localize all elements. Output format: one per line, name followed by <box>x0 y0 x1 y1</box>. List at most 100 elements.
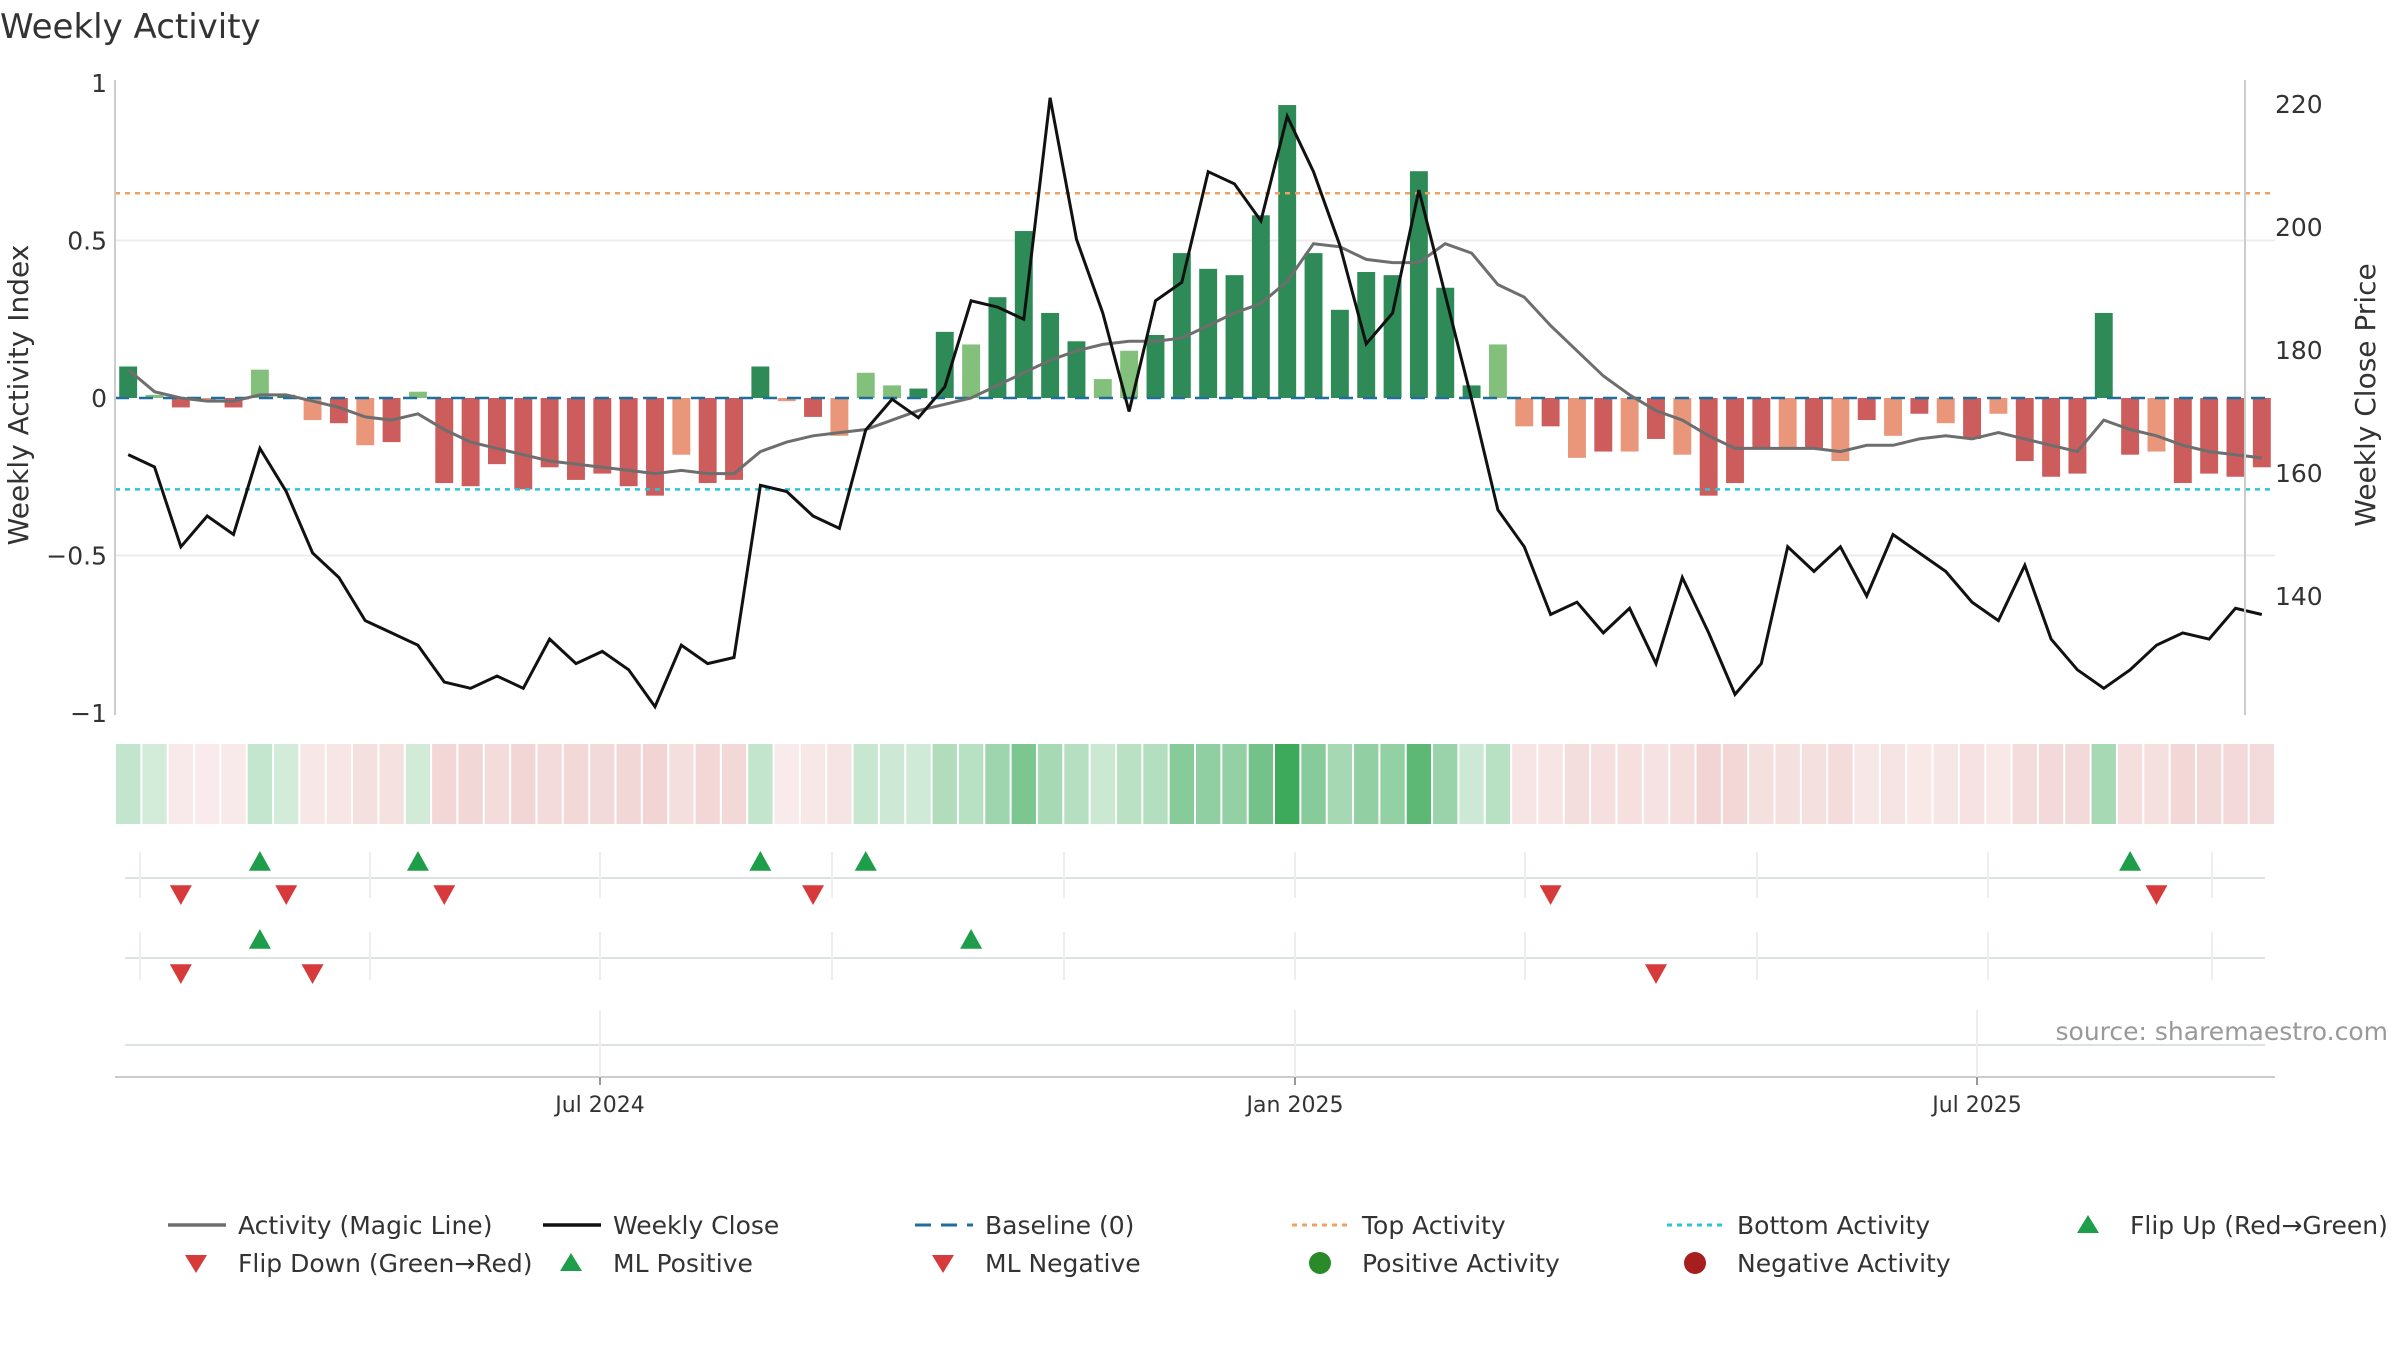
heat-cell <box>1275 744 1300 824</box>
y-tick-label-left: −1 <box>70 699 107 728</box>
activity-bar <box>751 366 770 398</box>
heat-cell <box>1907 744 1932 824</box>
heat-cell <box>1143 744 1168 824</box>
heat-cell <box>353 744 378 824</box>
activity-bar <box>1278 105 1297 399</box>
heat-cell <box>2144 744 2169 824</box>
activity-bar <box>962 344 981 398</box>
activity-bar <box>1488 344 1507 398</box>
activity-bar <box>1567 398 1586 458</box>
heat-strip <box>116 744 2274 824</box>
activity-bar <box>988 297 1007 398</box>
activity-bar <box>1541 398 1560 427</box>
ml-negative-marker <box>169 964 192 984</box>
activity-bar <box>408 391 427 398</box>
activity-bar <box>1963 398 1982 439</box>
heat-cell <box>142 744 167 824</box>
activity-bar <box>1857 398 1876 421</box>
activity-bar <box>935 331 954 398</box>
heat-cell <box>800 744 826 824</box>
lines-layer <box>115 97 2275 710</box>
legend-swatch <box>932 1255 954 1273</box>
activity-bar <box>2121 398 2140 455</box>
legend-swatch <box>1684 1252 1706 1274</box>
activity-bar <box>329 398 348 424</box>
legend-swatch <box>2077 1215 2099 1233</box>
legend-label: Activity (Magic Line) <box>238 1211 492 1240</box>
heat-cell <box>1064 744 1089 824</box>
heat-cell <box>1011 744 1036 824</box>
heat-cell <box>1406 744 1432 824</box>
heat-cell <box>484 744 510 824</box>
activity-bar <box>1146 335 1165 398</box>
heat-cell <box>379 744 404 824</box>
activity-bar <box>1462 385 1481 398</box>
heat-cell <box>748 744 773 824</box>
y-tick-label-right: 220 <box>2275 90 2323 119</box>
activity-bar <box>514 398 533 490</box>
activity-bar <box>2226 398 2245 477</box>
legend-label: Flip Down (Green→Red) <box>238 1249 533 1278</box>
heat-cell <box>511 744 536 824</box>
flip-down-marker <box>169 885 192 905</box>
activity-bar <box>2015 398 2034 461</box>
ml-positive-marker <box>960 929 983 949</box>
grid-layer <box>115 239 2275 557</box>
activity-bar <box>435 398 454 484</box>
activity-bar <box>1093 379 1112 398</box>
chart-title: Weekly Activity <box>0 7 261 47</box>
activity-bar <box>1225 275 1244 398</box>
activity-bar <box>567 398 585 480</box>
activity-bar <box>883 385 902 398</box>
y-tick-label-left: 0 <box>91 384 107 413</box>
activity-bar <box>1805 398 1823 449</box>
heat-cell <box>563 744 589 824</box>
activity-bar <box>2200 398 2219 474</box>
heat-cell <box>2012 744 2037 824</box>
y-axis-label-right: Weekly Close Price <box>2349 263 2382 526</box>
heat-cell <box>2196 744 2222 824</box>
markers-layer <box>125 851 2265 1046</box>
heat-cell <box>2117 744 2143 824</box>
y-tick-label-right: 200 <box>2275 213 2323 242</box>
heat-cell <box>2065 744 2090 824</box>
heat-cell <box>1090 744 1115 824</box>
heat-cell <box>1116 744 1142 824</box>
heat-cell <box>1459 744 1484 824</box>
activity-bar <box>1330 309 1349 398</box>
activity-bar <box>1726 398 1744 484</box>
heat-cell <box>2038 744 2064 824</box>
flip-up-marker <box>749 851 772 871</box>
flip-down-marker <box>2145 885 2168 905</box>
source-credit: source: sharemaestro.com <box>2056 1017 2389 1046</box>
heat-cell <box>958 744 984 824</box>
heat-cell <box>853 744 878 824</box>
heat-cell <box>326 744 352 824</box>
legend-label: ML Positive <box>613 1249 753 1278</box>
activity-bar <box>2094 312 2113 398</box>
activity-bar <box>1041 312 1060 398</box>
heat-cell <box>879 744 905 824</box>
activity-bar <box>1620 398 1639 452</box>
heat-cell <box>405 744 431 824</box>
heat-cell <box>906 744 931 824</box>
magic-line <box>127 242 2262 476</box>
heat-cell <box>1564 744 1590 824</box>
heat-cell <box>827 744 852 824</box>
heat-cell <box>1222 744 1247 824</box>
x-tick-label: Jul 2025 <box>1930 1093 2022 1118</box>
heat-cell <box>1301 744 1326 824</box>
activity-bar <box>145 394 164 398</box>
heat-cell <box>1775 744 1800 824</box>
activity-bar <box>1910 398 1929 414</box>
heat-cell <box>2223 744 2248 824</box>
activity-bar <box>1647 398 1665 439</box>
activity-bar <box>1409 171 1428 398</box>
y-tick-label-left: 0.5 <box>67 227 107 256</box>
activity-bar <box>777 398 796 402</box>
heat-cell <box>1696 744 1721 824</box>
heat-cell <box>1880 744 1906 824</box>
heat-cell <box>1196 744 1221 824</box>
activity-bar <box>356 398 375 446</box>
activity-bar <box>2068 398 2087 474</box>
